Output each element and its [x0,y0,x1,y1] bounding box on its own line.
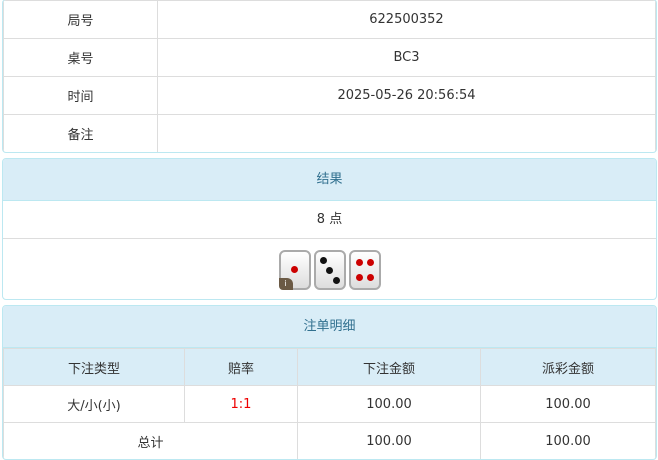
col-payout: 派彩金额 [480,348,656,386]
table-row: 大/小(小) 1:1 100.00 100.00 [3,385,656,423]
row-time: 时间 2025-05-26 20:56:54 [3,76,656,115]
bet-details-panel: 注单明细 下注类型 赔率 下注金额 派彩金额 大/小(小) 1:1 100.00… [2,305,657,460]
game-info-table: 局号 622500352 桌号 BC3 时间 2025-05-26 20:56:54 … [3,0,656,152]
col-odds: 赔率 [184,348,298,386]
info-badge-icon[interactable]: i [278,278,293,290]
die-1-icon[interactable]: i [278,250,311,290]
bet-odds: 1:1 [184,385,298,423]
bet-amount: 100.00 [297,385,481,423]
result-title: 结果 [3,159,656,201]
total-label: 总计 [3,422,298,459]
value: 622500352 [157,0,656,39]
value: 2025-05-26 20:56:54 [157,76,656,115]
bet-table: 下注类型 赔率 下注金额 派彩金额 大/小(小) 1:1 100.00 100.… [3,348,656,459]
total-amount: 100.00 [297,422,481,459]
result-points: 8 点 [3,201,656,239]
label: 备注 [3,114,158,152]
result-panel: 结果 8 点 i [2,158,657,300]
game-info-panel: 局号 622500352 桌号 BC3 时间 2025-05-26 20:56:54 … [2,0,657,153]
die-4-icon [348,250,381,290]
label: 桌号 [3,38,158,77]
row-table: 桌号 BC3 [3,38,656,77]
total-row: 总计 100.00 100.00 [3,422,656,459]
total-payout: 100.00 [480,422,656,459]
die-3-icon [313,250,346,290]
bet-type: 大/小(小) [3,385,185,423]
value: BC3 [157,38,656,77]
label: 时间 [3,76,158,115]
bet-table-header: 下注类型 赔率 下注金额 派彩金额 [3,348,656,386]
col-amount: 下注金额 [297,348,481,386]
bet-details-title: 注单明细 [3,306,656,348]
row-remark: 备注 [3,114,656,152]
bet-payout: 100.00 [480,385,656,423]
dice-row: i [3,239,656,299]
label: 局号 [3,0,158,39]
value [157,114,656,152]
col-type: 下注类型 [3,348,185,386]
row-round: 局号 622500352 [3,0,656,39]
